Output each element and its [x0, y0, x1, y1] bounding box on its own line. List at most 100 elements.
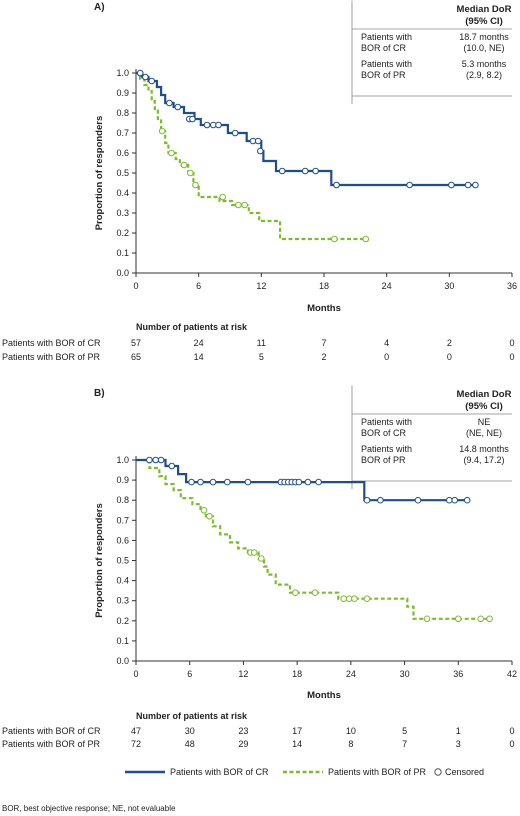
censored-marker — [250, 549, 258, 556]
censored-marker — [301, 167, 309, 175]
risk-count: 4 — [384, 338, 389, 348]
censored-marker — [362, 235, 370, 243]
median-table-header: (95% CI) — [465, 16, 502, 27]
y-tick-label: 0.4 — [116, 576, 129, 586]
y-tick-label: 0.3 — [116, 208, 129, 218]
risk-count: 0 — [384, 352, 389, 362]
risk-row-label: Patients with BOR of PR — [2, 352, 101, 362]
y-axis-title: Proportion of responders — [94, 503, 105, 618]
risk-count: 14 — [292, 739, 302, 749]
x-tick-label: 12 — [238, 669, 248, 679]
risk-count: 57 — [131, 338, 141, 348]
censored-marker — [136, 69, 144, 77]
legend: Patients with BOR of CR Patients with BO… — [125, 767, 484, 777]
median-row-value: NE — [478, 417, 491, 427]
censored-marker — [257, 147, 264, 155]
risk-count: 48 — [185, 739, 195, 749]
censored-marker — [254, 137, 262, 145]
risk-count: 11 — [257, 338, 266, 348]
y-tick-label: 0.6 — [116, 535, 129, 545]
censored-marker — [312, 167, 319, 175]
median-row-label: BOR of CR — [361, 43, 407, 53]
y-tick-label: 0.7 — [116, 128, 129, 138]
risk-count: 5 — [402, 726, 407, 736]
y-tick-label: 0.4 — [116, 188, 129, 198]
risk-count: 8 — [348, 739, 353, 749]
x-tick-label: 6 — [196, 281, 201, 291]
x-tick-label: 36 — [453, 669, 463, 679]
legend-censored-label: Censored — [445, 767, 484, 777]
censored-marker — [174, 103, 182, 111]
risk-count: 72 — [131, 739, 141, 749]
censored-marker — [200, 507, 208, 514]
censored-marker — [363, 595, 371, 603]
y-tick-label: 0.0 — [116, 268, 129, 278]
censored-marker — [304, 478, 312, 486]
x-tick-label: 0 — [133, 669, 138, 679]
censored-marker — [197, 478, 204, 486]
censored-marker — [423, 615, 431, 623]
risk-count: 14 — [194, 352, 204, 362]
censored-marker — [189, 115, 196, 123]
censored-marker — [292, 589, 299, 597]
censored-marker — [295, 478, 303, 486]
censored-marker — [331, 235, 338, 243]
censored-marker — [157, 456, 165, 464]
censored-marker — [152, 456, 159, 464]
censored-marker — [166, 99, 173, 107]
censored-marker — [241, 201, 248, 209]
censored-marker — [486, 615, 493, 623]
y-tick-label: 0.7 — [116, 515, 129, 525]
median-row-value: (2.9, 8.2) — [466, 70, 502, 80]
risk-count: 0 — [509, 352, 514, 362]
x-axis-title: Months — [307, 303, 341, 314]
y-tick-label: 0.1 — [116, 248, 129, 258]
censored-marker — [231, 129, 239, 137]
y-tick-label: 0.9 — [116, 88, 129, 98]
censored-marker — [333, 181, 340, 189]
censored-marker — [224, 478, 231, 486]
y-tick-label: 0.9 — [116, 475, 129, 485]
legend-censored-icon — [434, 768, 442, 776]
risk-count: 1 — [456, 726, 461, 736]
risk-count: 2 — [321, 352, 326, 362]
median-row-label: BOR of CR — [361, 428, 407, 438]
censored-marker — [142, 73, 149, 81]
censored-marker — [188, 478, 195, 486]
risk-count: 30 — [185, 726, 195, 736]
y-tick-label: 0.8 — [116, 108, 129, 118]
risk-count: 0 — [447, 352, 452, 362]
y-tick-label: 0.1 — [116, 636, 129, 646]
censored-marker — [377, 496, 384, 504]
censored-marker — [448, 181, 455, 189]
censored-marker — [446, 496, 453, 504]
censored-marker — [158, 127, 166, 135]
median-table-header: Median DoR — [457, 389, 512, 400]
risk-count: 0 — [509, 739, 514, 749]
risk-count: 5 — [259, 352, 264, 362]
censored-marker — [345, 595, 353, 603]
censored-marker — [311, 589, 319, 597]
risk-count: 7 — [321, 338, 326, 348]
risk-count: 17 — [292, 726, 302, 736]
risk-row-label: Patients with BOR of CR — [2, 338, 101, 348]
y-tick-label: 0.2 — [116, 228, 129, 238]
legend-cr-label: Patients with BOR of CR — [170, 767, 269, 777]
risk-count: 7 — [402, 739, 407, 749]
risk-table-title: Number of patients at risk — [136, 322, 248, 332]
x-tick-label: 24 — [346, 669, 356, 679]
censored-marker — [146, 456, 153, 464]
censored-marker — [192, 181, 199, 189]
censored-marker — [351, 595, 358, 603]
median-row-value: (NE, NE) — [466, 428, 502, 438]
x-tick-label: 24 — [382, 281, 392, 291]
median-row-value: (9.4, 17.2) — [463, 455, 504, 465]
censored-marker — [472, 181, 479, 189]
x-tick-label: 36 — [507, 281, 517, 291]
censored-marker — [363, 496, 371, 504]
y-tick-label: 0.2 — [116, 616, 129, 626]
median-row-label: Patients with — [361, 444, 412, 454]
censored-marker — [464, 181, 472, 189]
